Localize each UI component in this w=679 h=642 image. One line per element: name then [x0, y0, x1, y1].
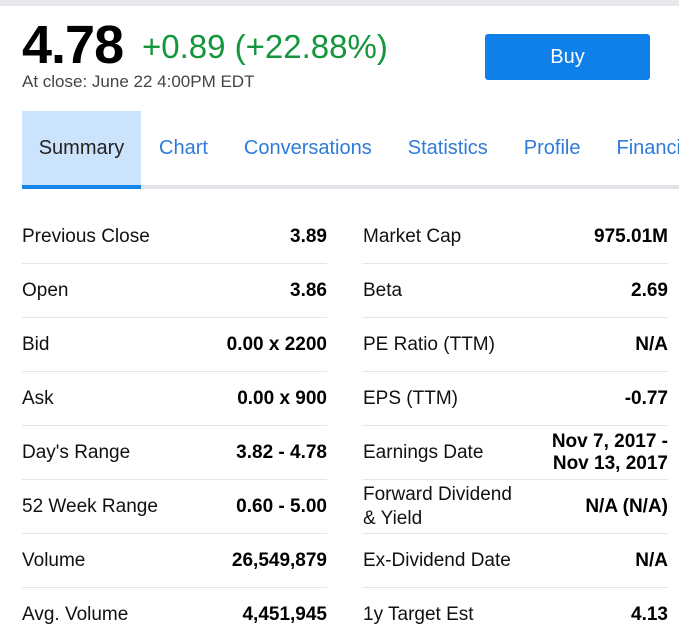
- row-label: Previous Close: [22, 225, 150, 247]
- table-row: Volume 26,549,879: [22, 534, 327, 588]
- row-label: Open: [22, 279, 69, 301]
- row-value: -0.77: [624, 387, 668, 409]
- row-value: 3.89: [290, 225, 327, 247]
- close-time: At close: June 22 4:00PM EDT: [22, 72, 255, 91]
- table-row: Market Cap 975.01M: [363, 210, 668, 264]
- row-value: 3.82 - 4.78: [236, 441, 327, 463]
- row-label: Ask: [22, 387, 54, 409]
- tab-bar: Summary Chart Conversations Statistics P…: [22, 111, 679, 189]
- summary-table-left: Previous Close 3.89 Open 3.86 Bid 0.00 x 2200…: [22, 210, 327, 642]
- row-value: 2.69: [631, 279, 668, 301]
- row-value: N/A: [635, 333, 668, 355]
- tab-rail: [22, 185, 679, 189]
- stock-price: 4.78: [22, 15, 124, 75]
- row-value: 0.60 - 5.00: [236, 495, 327, 517]
- row-value: Nov 7, 2017 - Nov 13, 2017: [551, 430, 668, 474]
- row-label: Market Cap: [363, 225, 462, 247]
- table-row: Open 3.86: [22, 264, 327, 318]
- row-label: PE Ratio (TTM): [363, 333, 495, 355]
- table-row: Earnings Date Nov 7, 2017 - Nov 13, 2017: [363, 426, 668, 480]
- row-value: 975.01M: [594, 225, 668, 247]
- row-value: 4,451,945: [242, 604, 327, 625]
- row-label: Ex-Dividend Date: [363, 549, 511, 571]
- row-value: 0.00 x 900: [237, 387, 327, 409]
- row-label: Volume: [22, 549, 86, 571]
- tab-conversations[interactable]: Conversations: [243, 137, 372, 159]
- table-row: Forward Dividend & Yield N/A (N/A): [363, 480, 668, 534]
- row-label: Avg. Volume: [22, 604, 129, 625]
- table-row: Beta 2.69: [363, 264, 668, 318]
- tab-summary[interactable]: Summary: [22, 111, 141, 189]
- table-row: Avg. Volume 4,451,945: [22, 588, 327, 642]
- table-row: Bid 0.00 x 2200: [22, 318, 327, 372]
- table-row: Ask 0.00 x 900: [22, 372, 327, 426]
- row-label: EPS (TTM): [363, 387, 458, 409]
- row-label: 1y Target Est: [363, 604, 474, 625]
- summary-table-right: Market Cap 975.01M Beta 2.69 PE Ratio (TTM) N…: [363, 210, 668, 642]
- table-row: Previous Close 3.89: [22, 210, 327, 264]
- row-value: 0.00 x 2200: [226, 333, 327, 355]
- tab-statistics[interactable]: Statistics: [407, 137, 488, 159]
- tab-financials[interactable]: Financials: [616, 137, 679, 159]
- row-value: 4.13: [631, 604, 668, 625]
- row-value: N/A: [635, 549, 668, 571]
- table-row: EPS (TTM) -0.77: [363, 372, 668, 426]
- row-label: 52 Week Range: [22, 495, 158, 517]
- tab-chart[interactable]: Chart: [159, 137, 208, 159]
- buy-button[interactable]: Buy: [485, 34, 650, 80]
- row-label: Day's Range: [22, 441, 131, 463]
- row-value: N/A (N/A): [585, 495, 668, 517]
- table-row: Day's Range 3.82 - 4.78: [22, 426, 327, 480]
- row-label: Earnings Date: [363, 441, 484, 463]
- row-value: 26,549,879: [231, 549, 327, 571]
- row-value: 3.86: [290, 279, 327, 301]
- table-row: 1y Target Est 4.13: [363, 588, 668, 642]
- table-row: Ex-Dividend Date N/A: [363, 534, 668, 588]
- price-change: +0.89 (+22.88%): [142, 28, 388, 65]
- row-label: Beta: [363, 279, 403, 301]
- row-label: Bid: [22, 333, 50, 355]
- top-bar: [0, 0, 679, 6]
- table-row: 52 Week Range 0.60 - 5.00: [22, 480, 327, 534]
- tab-profile[interactable]: Profile: [523, 137, 581, 159]
- table-row: PE Ratio (TTM) N/A: [363, 318, 668, 372]
- row-label: Forward Dividend & Yield: [363, 483, 512, 529]
